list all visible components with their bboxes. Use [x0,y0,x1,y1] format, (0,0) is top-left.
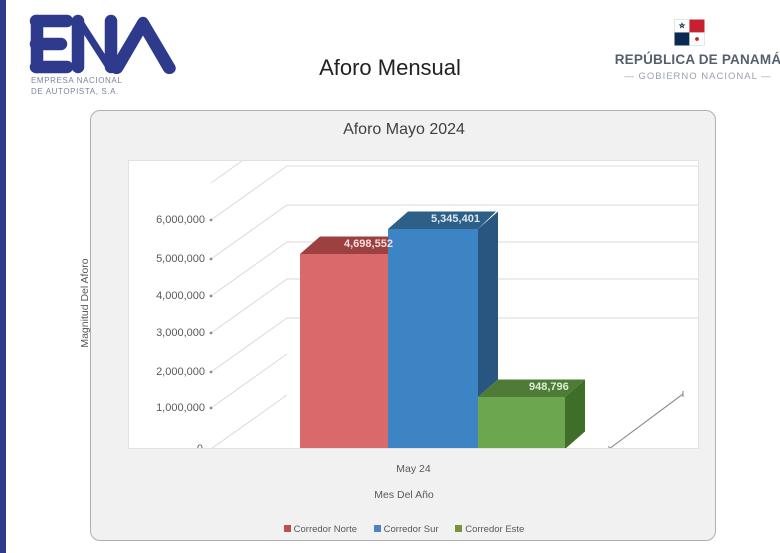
svg-text:2,000,000: 2,000,000 [156,366,205,378]
svg-text:4,698,552: 4,698,552 [344,238,393,250]
svg-text:5,345,401: 5,345,401 [431,213,480,225]
svg-text:3,000,000: 3,000,000 [156,327,205,339]
svg-text:6,000,000: 6,000,000 [156,214,205,226]
svg-text:948,796: 948,796 [529,381,569,393]
svg-text:1,000,000: 1,000,000 [156,402,205,414]
svg-text:4,000,000: 4,000,000 [156,290,205,302]
svg-text:0: 0 [197,443,203,449]
svg-text:5,000,000: 5,000,000 [156,253,205,265]
